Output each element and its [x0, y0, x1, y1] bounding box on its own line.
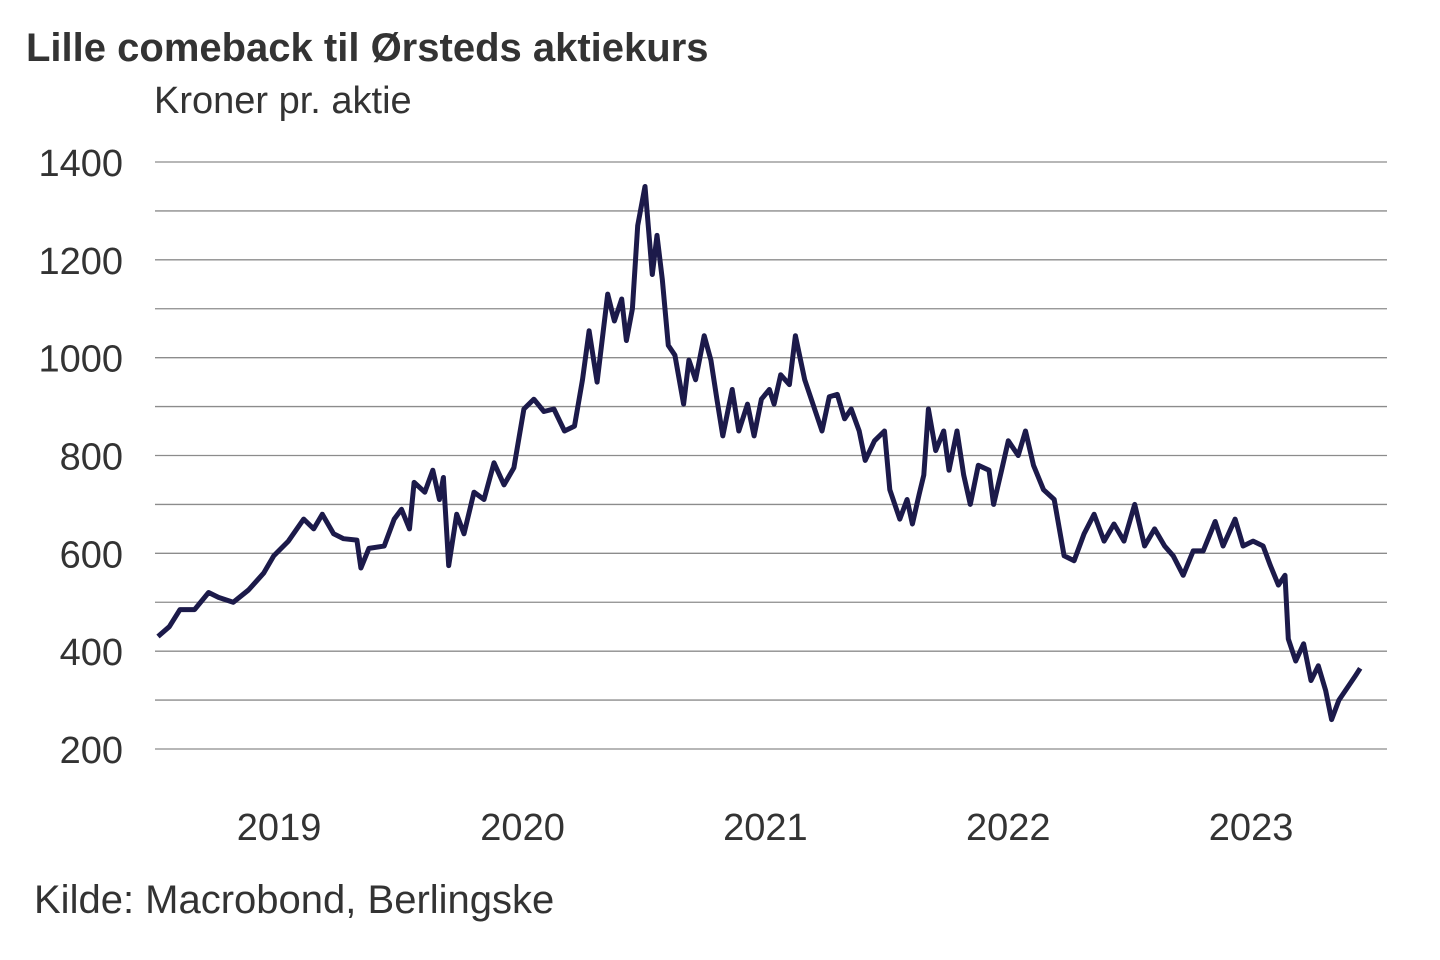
x-tick-label: 2020 — [480, 807, 565, 849]
x-tick-label: 2023 — [1209, 807, 1294, 849]
y-tick-label: 1400 — [38, 143, 123, 185]
chart-title: Lille comeback til Ørsteds aktiekurs — [26, 26, 709, 70]
y-tick-label: 400 — [60, 632, 123, 674]
x-tick-label: 2022 — [966, 807, 1051, 849]
y-tick-label: 200 — [60, 730, 123, 772]
source-note: Kilde: Macrobond, Berlingske — [34, 878, 555, 922]
x-tick-label: 2019 — [237, 807, 322, 849]
y-tick-label: 600 — [60, 534, 123, 576]
y-tick-label: 800 — [60, 437, 123, 479]
y-axis-label: Kroner pr. aktie — [154, 80, 412, 122]
y-tick-label: 1200 — [38, 241, 123, 283]
x-tick-label: 2021 — [723, 807, 808, 849]
series-line-share-price — [156, 184, 1363, 723]
x-tick-labels: 2019 2020 2021 2022 2023 — [237, 807, 1294, 849]
gridlines — [155, 161, 1387, 750]
y-tick-label: 1000 — [38, 339, 123, 381]
y-tick-labels: 200 400 600 800 1000 1200 1400 — [38, 143, 123, 772]
